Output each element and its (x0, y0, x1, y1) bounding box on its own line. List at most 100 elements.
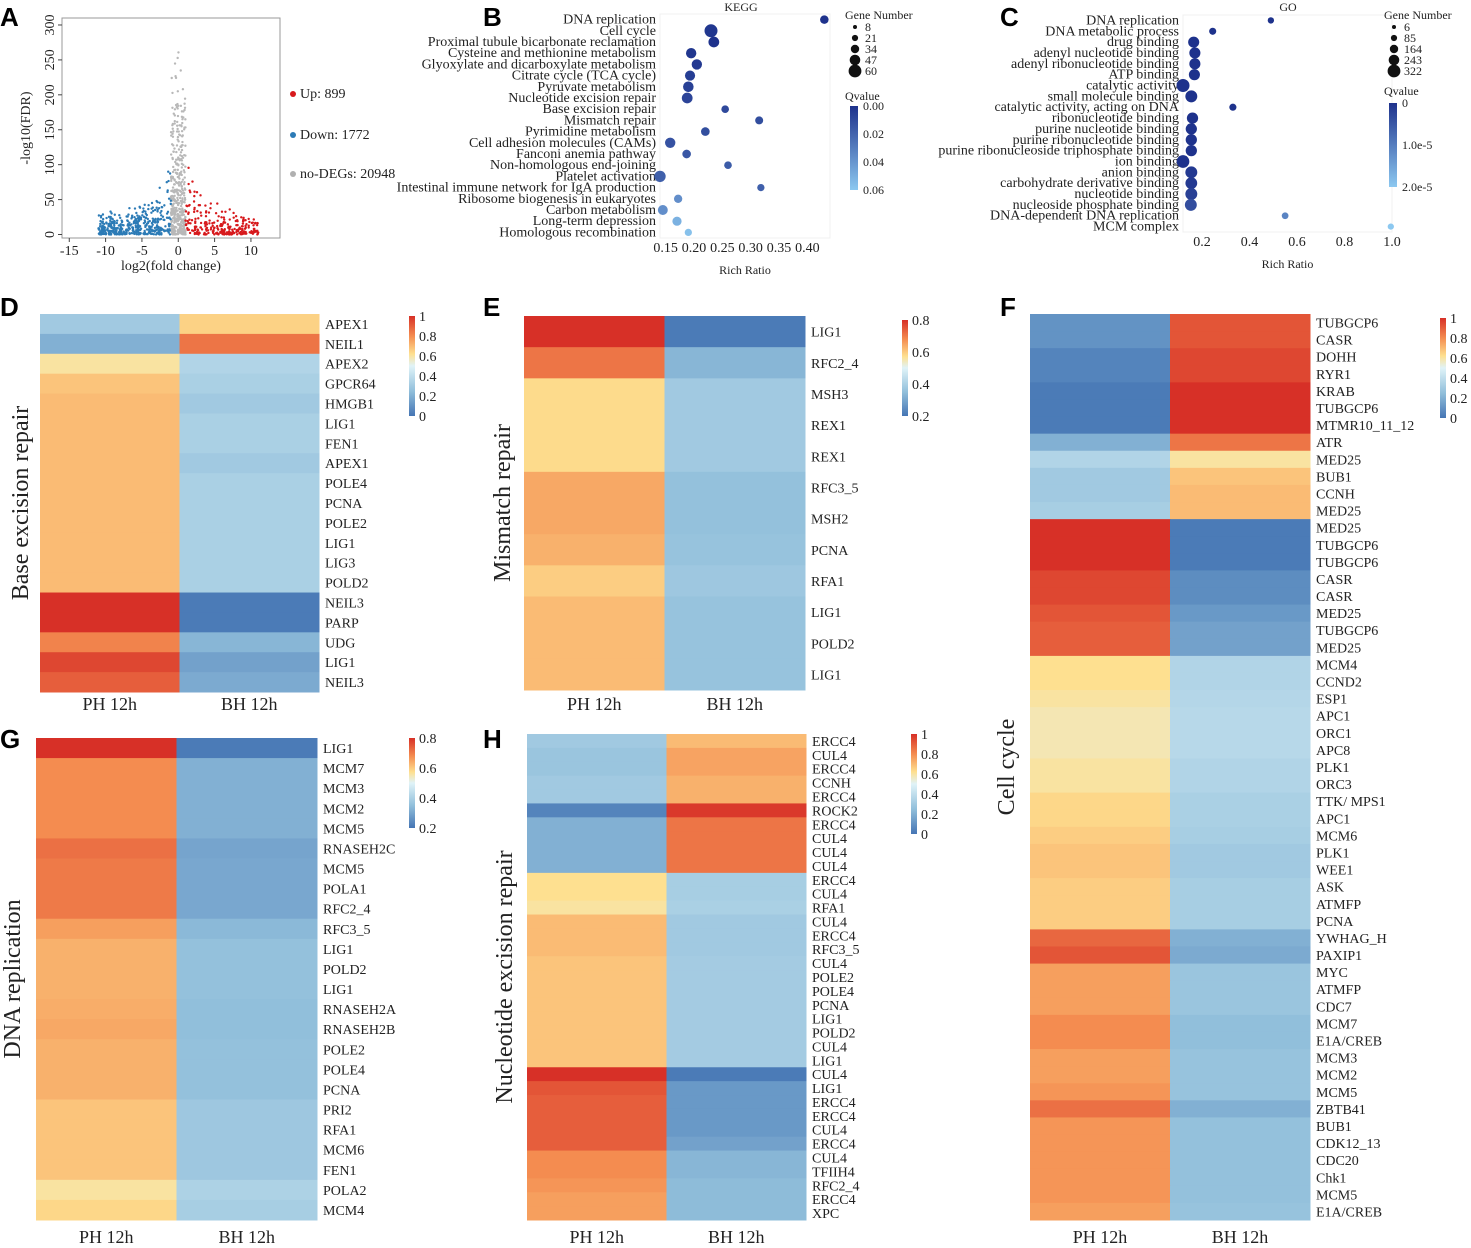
panel-letter-e: E (483, 292, 500, 322)
volcano-point (242, 216, 245, 220)
heatmap-row-label: LIG1 (811, 668, 841, 683)
heatmap-row-label: CUL4 (812, 888, 847, 903)
volcano-point (255, 223, 259, 227)
volcano-point (172, 144, 175, 147)
heatmap-cell (40, 314, 180, 335)
heatmap-cell (176, 738, 318, 759)
heatmap-y-axis-label: Cell cycle (994, 719, 1020, 816)
volcano-point (234, 215, 238, 218)
heatmap-cell (1030, 1066, 1171, 1084)
volcano-point (183, 176, 186, 179)
heatmap-cell (524, 627, 665, 660)
colorbar-tick-label: 0.8 (912, 314, 930, 329)
heatmap-cell (176, 1079, 318, 1100)
heatmap-row-label: NEIL1 (325, 338, 364, 353)
volcano-point (181, 232, 184, 236)
volcano-point (208, 219, 211, 222)
heatmap-cells (36, 738, 318, 1221)
heatmap-cell (664, 627, 806, 660)
heatmap-cell (1170, 570, 1311, 589)
volcano-point (179, 194, 182, 197)
heatmap-row-label: PARP (325, 616, 359, 631)
volcano-point (141, 210, 144, 214)
volcano-point (157, 231, 161, 235)
bubble-category-label: MCM complex (1093, 220, 1179, 235)
heatmap-cell (40, 672, 180, 693)
volcano-point (208, 222, 211, 225)
colorbar-tick-label: 0.2 (921, 808, 939, 823)
volcano-point (159, 217, 163, 221)
heatmap-cell (176, 878, 318, 900)
heatmap-row-label: MCM5 (323, 863, 364, 878)
volcano-point (120, 227, 124, 231)
heatmap-cell (1170, 1134, 1311, 1153)
heatmap-row-label: RFC3_5 (323, 923, 370, 938)
heatmap-cell (40, 532, 180, 554)
volcano-point (236, 223, 239, 227)
size-legend-label: 8 (865, 20, 871, 34)
volcano-point (187, 182, 190, 186)
x-tick-label: 0.8 (1336, 235, 1354, 250)
heatmap-row-label: RNASEH2A (323, 1003, 397, 1018)
volcano-point (169, 153, 173, 156)
heatmap-cell (666, 1122, 807, 1138)
volcano-point (127, 213, 130, 216)
heatmap-cell (527, 817, 667, 832)
volcano-point (154, 229, 157, 232)
heatmap-cell (1170, 467, 1311, 486)
volcano-point (172, 112, 175, 115)
heatmap-row-label: NEIL3 (325, 676, 364, 691)
heatmap-cell (1170, 826, 1311, 845)
volcano-point (128, 221, 131, 224)
heatmap-row-label: ERCC4 (812, 1193, 856, 1208)
heatmap-cell (664, 503, 806, 535)
heatmap-cell (1170, 861, 1311, 879)
heatmap-cell (36, 918, 177, 940)
volcano-point (221, 223, 224, 226)
size-legend-label: 243 (1404, 53, 1422, 67)
heatmap-row-label: REX1 (811, 450, 846, 465)
heatmap-row-label: MED25 (1316, 453, 1361, 468)
heatmap-cell (1030, 655, 1171, 674)
heatmap-row-label: ERCC4 (812, 763, 856, 778)
heatmap-row-label: MED25 (1316, 505, 1361, 520)
volcano-point (172, 202, 175, 205)
heatmap-cell (1170, 1151, 1311, 1170)
heatmap-cell (666, 831, 807, 846)
volcano-point (252, 218, 255, 221)
volcano-point (105, 216, 108, 220)
heatmap-row-label: LIG1 (812, 1082, 842, 1097)
heatmap-column-label: BH 12h (706, 694, 763, 714)
qvalue-legend-label: 0 (1402, 96, 1408, 110)
heatmap-cell (527, 928, 667, 943)
volcano-point (173, 147, 176, 150)
volcano-point (175, 130, 179, 133)
legend-label: Up: 899 (300, 87, 346, 102)
bubble-point (1188, 36, 1200, 48)
size-legend-dot (848, 64, 862, 78)
heatmap-cell (1170, 878, 1311, 896)
heatmap-row-label: REX1 (811, 419, 846, 434)
volcano-point (125, 228, 129, 231)
volcano-point (175, 124, 179, 127)
volcano-point (248, 231, 251, 234)
qvalue-legend-label: 2.0e-5 (1402, 180, 1432, 194)
colorbar-tick-label: 0.8 (419, 732, 437, 747)
volcano-point (221, 232, 224, 236)
heatmap-row-label: CASR (1316, 573, 1353, 588)
heatmap-cell (527, 1150, 667, 1165)
heatmap-cell (1030, 724, 1171, 742)
volcano-point (133, 207, 137, 210)
bubble-point (683, 81, 694, 93)
volcano-point (237, 228, 240, 231)
volcano-point (108, 225, 111, 228)
bubble-category-label: Carbon metabolism (546, 203, 656, 218)
heatmap-cell (666, 734, 807, 749)
heatmap-cell (664, 471, 806, 504)
colorbar-tick-label: 0.8 (419, 330, 437, 345)
heatmap-cell (1030, 450, 1171, 469)
volcano-point (232, 211, 235, 215)
volcano-point (151, 206, 155, 209)
heatmap-cell (1170, 331, 1311, 349)
heatmap-cell (666, 1164, 807, 1179)
